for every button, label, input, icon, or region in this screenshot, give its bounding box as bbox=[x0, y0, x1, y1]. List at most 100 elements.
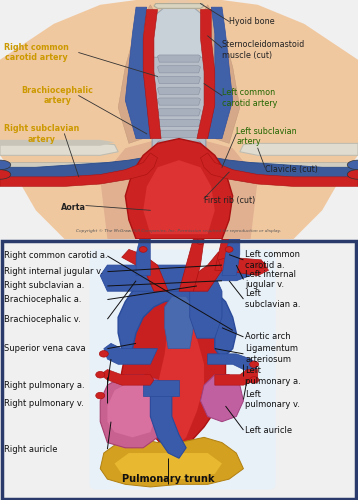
Text: Right common carotid a.: Right common carotid a. bbox=[4, 252, 107, 260]
Polygon shape bbox=[118, 5, 165, 143]
Polygon shape bbox=[122, 250, 168, 291]
Polygon shape bbox=[104, 344, 158, 364]
Polygon shape bbox=[215, 239, 233, 270]
Text: First rib (cut): First rib (cut) bbox=[204, 196, 255, 205]
Text: Superior vena cava: Superior vena cava bbox=[4, 344, 85, 353]
Text: Right subclavian
artery: Right subclavian artery bbox=[4, 124, 79, 144]
Ellipse shape bbox=[96, 372, 105, 378]
Polygon shape bbox=[125, 7, 150, 138]
Polygon shape bbox=[100, 370, 154, 385]
Polygon shape bbox=[107, 382, 158, 438]
Polygon shape bbox=[186, 252, 236, 291]
Ellipse shape bbox=[347, 170, 358, 179]
Polygon shape bbox=[154, 4, 204, 8]
Polygon shape bbox=[204, 265, 251, 281]
Ellipse shape bbox=[96, 392, 105, 399]
Polygon shape bbox=[165, 296, 193, 348]
Polygon shape bbox=[143, 10, 161, 138]
Polygon shape bbox=[193, 144, 358, 182]
Polygon shape bbox=[0, 144, 118, 156]
Text: Brachiocephalic a.: Brachiocephalic a. bbox=[4, 295, 81, 304]
Text: Clavicle (cut): Clavicle (cut) bbox=[265, 165, 318, 174]
Text: Right internal jugular v.: Right internal jugular v. bbox=[4, 267, 103, 276]
Polygon shape bbox=[147, 7, 211, 58]
Polygon shape bbox=[100, 265, 193, 291]
Polygon shape bbox=[158, 120, 200, 126]
Ellipse shape bbox=[0, 160, 11, 170]
Text: Brachiocephalic v.: Brachiocephalic v. bbox=[4, 314, 80, 324]
Polygon shape bbox=[158, 98, 200, 105]
Text: Aorta: Aorta bbox=[61, 204, 86, 212]
Ellipse shape bbox=[250, 361, 258, 368]
Polygon shape bbox=[0, 144, 165, 182]
Ellipse shape bbox=[225, 246, 233, 252]
Polygon shape bbox=[0, 140, 115, 146]
Ellipse shape bbox=[250, 376, 258, 383]
Polygon shape bbox=[150, 390, 186, 458]
Polygon shape bbox=[158, 87, 200, 94]
Polygon shape bbox=[218, 258, 268, 276]
Text: Left common
carotid artery: Left common carotid artery bbox=[222, 88, 277, 108]
Polygon shape bbox=[208, 7, 233, 138]
Polygon shape bbox=[125, 138, 233, 239]
Polygon shape bbox=[143, 380, 179, 396]
Polygon shape bbox=[0, 153, 158, 186]
Text: Right subclavian a.: Right subclavian a. bbox=[4, 282, 84, 290]
FancyBboxPatch shape bbox=[90, 250, 276, 490]
Polygon shape bbox=[240, 144, 358, 156]
Polygon shape bbox=[118, 286, 226, 453]
Polygon shape bbox=[197, 10, 215, 138]
Polygon shape bbox=[143, 160, 215, 234]
Polygon shape bbox=[158, 66, 200, 73]
Polygon shape bbox=[158, 302, 204, 448]
Text: Right pulmonary a.: Right pulmonary a. bbox=[4, 380, 84, 390]
Polygon shape bbox=[179, 239, 204, 291]
Polygon shape bbox=[0, 162, 129, 182]
Polygon shape bbox=[158, 141, 200, 148]
Text: Left
subclavian a.: Left subclavian a. bbox=[245, 290, 301, 308]
Ellipse shape bbox=[347, 160, 358, 170]
Polygon shape bbox=[0, 0, 358, 239]
Polygon shape bbox=[132, 0, 226, 138]
Text: Hyoid bone: Hyoid bone bbox=[229, 17, 275, 26]
Text: Ligamentum
arteriosum: Ligamentum arteriosum bbox=[245, 344, 298, 364]
Text: Left
pulmonary v.: Left pulmonary v. bbox=[245, 390, 300, 409]
Polygon shape bbox=[158, 55, 200, 62]
Polygon shape bbox=[208, 354, 258, 374]
Ellipse shape bbox=[0, 170, 11, 179]
Polygon shape bbox=[158, 76, 200, 84]
Polygon shape bbox=[222, 239, 240, 276]
Polygon shape bbox=[158, 130, 200, 138]
Text: Left
pulmonary a.: Left pulmonary a. bbox=[245, 366, 301, 386]
Text: Left common
carotid a.: Left common carotid a. bbox=[245, 250, 300, 270]
Polygon shape bbox=[118, 281, 236, 359]
Polygon shape bbox=[190, 270, 222, 338]
Polygon shape bbox=[136, 239, 150, 276]
Polygon shape bbox=[100, 374, 165, 448]
Text: Sternocleidomastoid
muscle (cut): Sternocleidomastoid muscle (cut) bbox=[222, 40, 305, 60]
Ellipse shape bbox=[100, 350, 108, 357]
Text: Right common
carotid artery: Right common carotid artery bbox=[4, 43, 68, 62]
FancyBboxPatch shape bbox=[152, 25, 206, 156]
Text: Left internal
jugular v.: Left internal jugular v. bbox=[245, 270, 296, 289]
Text: Copyright © The McGraw-Hill Companies, Inc. Permission required for reproduction: Copyright © The McGraw-Hill Companies, I… bbox=[76, 229, 282, 233]
Polygon shape bbox=[100, 438, 243, 487]
Polygon shape bbox=[100, 138, 258, 239]
Text: Left auricle: Left auricle bbox=[245, 426, 292, 434]
Text: Right pulmonary v.: Right pulmonary v. bbox=[4, 399, 83, 408]
Polygon shape bbox=[200, 374, 243, 422]
Ellipse shape bbox=[139, 246, 147, 252]
Polygon shape bbox=[158, 108, 200, 116]
Polygon shape bbox=[193, 5, 240, 143]
Ellipse shape bbox=[197, 238, 204, 244]
Polygon shape bbox=[229, 162, 358, 182]
Polygon shape bbox=[200, 153, 358, 186]
Ellipse shape bbox=[257, 262, 266, 268]
Text: Right auricle: Right auricle bbox=[4, 444, 57, 454]
Text: Left subclavian
artery: Left subclavian artery bbox=[236, 126, 297, 146]
Text: Aortic arch: Aortic arch bbox=[245, 332, 291, 342]
Text: Brachiocephalic
artery: Brachiocephalic artery bbox=[21, 86, 93, 106]
Polygon shape bbox=[115, 453, 222, 479]
Polygon shape bbox=[215, 370, 258, 385]
Text: Pulmonary trunk: Pulmonary trunk bbox=[122, 474, 214, 484]
